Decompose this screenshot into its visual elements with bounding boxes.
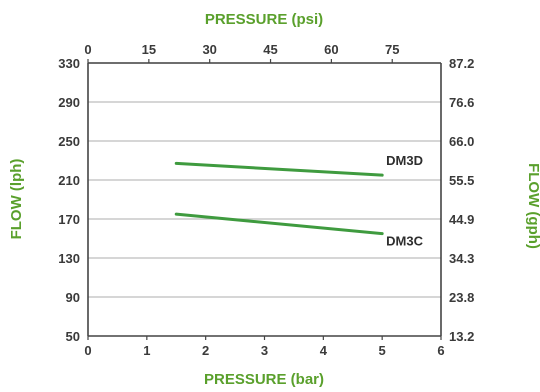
x-bottom-tick-label: 4	[320, 343, 328, 358]
grid-lines	[88, 62, 441, 298]
x-bottom-axis-title: PRESSURE (bar)	[204, 371, 324, 388]
y-left-tick-label: 170	[58, 212, 80, 227]
series-line-dm3c	[174, 212, 384, 236]
y-right-tick-label: 66.0	[449, 134, 474, 149]
x-bottom-tick-label: 6	[437, 343, 444, 358]
x-top-tick-label: 75	[385, 42, 399, 57]
y-right-tick-label: 55.5	[449, 173, 474, 188]
y-right-tick-label: 13.2	[449, 329, 474, 344]
y-left-tick-label: 330	[58, 56, 80, 71]
x-bottom-tick-label: 1	[143, 343, 150, 358]
x-top-tick-label: 45	[263, 42, 277, 57]
series-lines: DM3D DM3C	[174, 153, 424, 249]
y-left-tick-label: 210	[58, 173, 80, 188]
x-bottom-tick-label: 3	[261, 343, 268, 358]
y-left-tick-label: 50	[66, 329, 80, 344]
tick-labels: 330290250210170130905087.276.666.055.544…	[58, 42, 474, 358]
x-top-tick-label: 60	[324, 42, 338, 57]
y-right-tick-label: 76.6	[449, 95, 474, 110]
y-left-tick-label: 90	[66, 290, 80, 305]
series-line-dm3d	[174, 161, 384, 177]
x-bottom-tick-label: 0	[84, 343, 91, 358]
y-left-axis-title: FLOW (lph)	[8, 159, 25, 240]
x-top-tick-label: 0	[84, 42, 91, 57]
y-left-tick-label: 250	[58, 134, 80, 149]
y-left-tick-label: 290	[58, 95, 80, 110]
x-bottom-tick-label: 2	[202, 343, 209, 358]
x-top-tick-label: 15	[142, 42, 156, 57]
y-right-axis-title: FLOW (gph)	[525, 163, 540, 249]
x-bottom-tick-label: 5	[379, 343, 386, 358]
y-right-tick-label: 44.9	[449, 212, 474, 227]
y-right-tick-label: 87.2	[449, 56, 474, 71]
series-label-dm3d: DM3D	[386, 153, 423, 168]
x-top-axis-title: PRESSURE (psi)	[205, 11, 323, 28]
x-top-tick-label: 30	[202, 42, 216, 57]
y-right-tick-label: 23.8	[449, 290, 474, 305]
series-label-dm3c: DM3C	[386, 234, 423, 249]
y-left-tick-label: 130	[58, 251, 80, 266]
plot-frame	[87, 59, 442, 340]
y-right-tick-label: 34.3	[449, 251, 474, 266]
